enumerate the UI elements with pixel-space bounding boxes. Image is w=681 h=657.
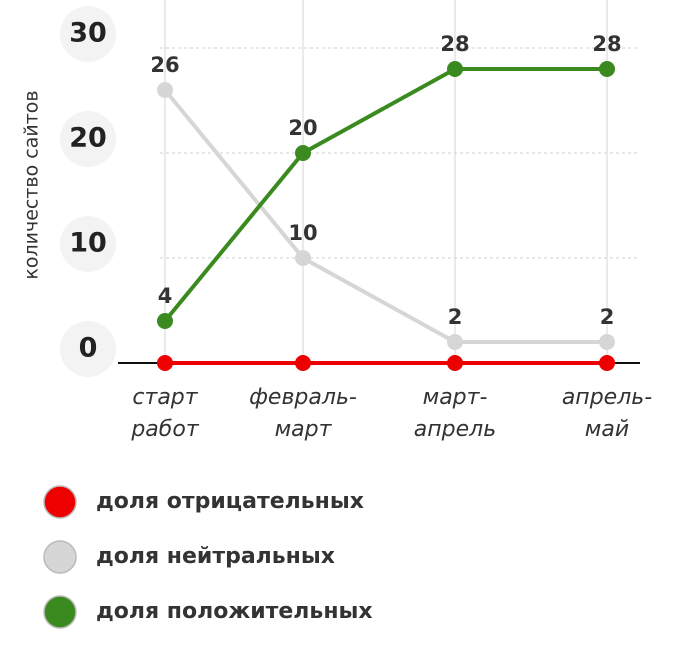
data-label: 20 <box>288 116 317 140</box>
x-tick-label: апрель- <box>562 385 652 410</box>
legend-label: доля нейтральных <box>96 544 335 569</box>
y-tick-label: 0 <box>79 333 98 364</box>
point <box>599 334 615 350</box>
x-tick-label: март <box>275 417 333 442</box>
data-label: 4 <box>158 284 173 308</box>
series-line <box>163 67 607 323</box>
point <box>295 250 311 266</box>
legend-marker <box>43 540 77 574</box>
y-tick-label: 10 <box>69 228 107 259</box>
point <box>157 355 173 371</box>
x-tick-label: март- <box>423 385 488 410</box>
point <box>447 334 463 350</box>
data-label: 26 <box>150 53 179 77</box>
legend-label: доля отрицательных <box>96 489 364 514</box>
x-tick-label: февраль- <box>249 385 357 410</box>
tick-badge <box>60 216 116 272</box>
legend-marker <box>43 485 77 519</box>
y-tick-label: 30 <box>69 18 107 49</box>
legend-marker <box>43 595 77 629</box>
legend-label: доля положительных <box>96 599 373 624</box>
y-tick-label: 20 <box>69 123 107 154</box>
point <box>157 82 173 98</box>
point <box>599 355 615 371</box>
x-tick-label: май <box>585 417 629 442</box>
data-label: 28 <box>440 32 469 56</box>
data-label: 2 <box>600 305 615 329</box>
point <box>447 355 463 371</box>
tick-badge <box>60 111 116 167</box>
tick-badge <box>60 6 116 62</box>
point <box>157 313 173 329</box>
x-tick-label: апрель <box>414 417 496 442</box>
point <box>295 145 311 161</box>
data-label: 2 <box>448 305 463 329</box>
tick-badge <box>60 321 116 377</box>
point <box>599 61 615 77</box>
point <box>447 61 463 77</box>
x-tick-label: старт <box>132 385 198 410</box>
x-tick-label: работ <box>130 417 199 442</box>
data-label: 10 <box>288 221 317 245</box>
y-axis-title: количество сайтов <box>21 90 43 279</box>
point <box>295 355 311 371</box>
data-label: 28 <box>592 32 621 56</box>
series-line <box>163 88 607 344</box>
